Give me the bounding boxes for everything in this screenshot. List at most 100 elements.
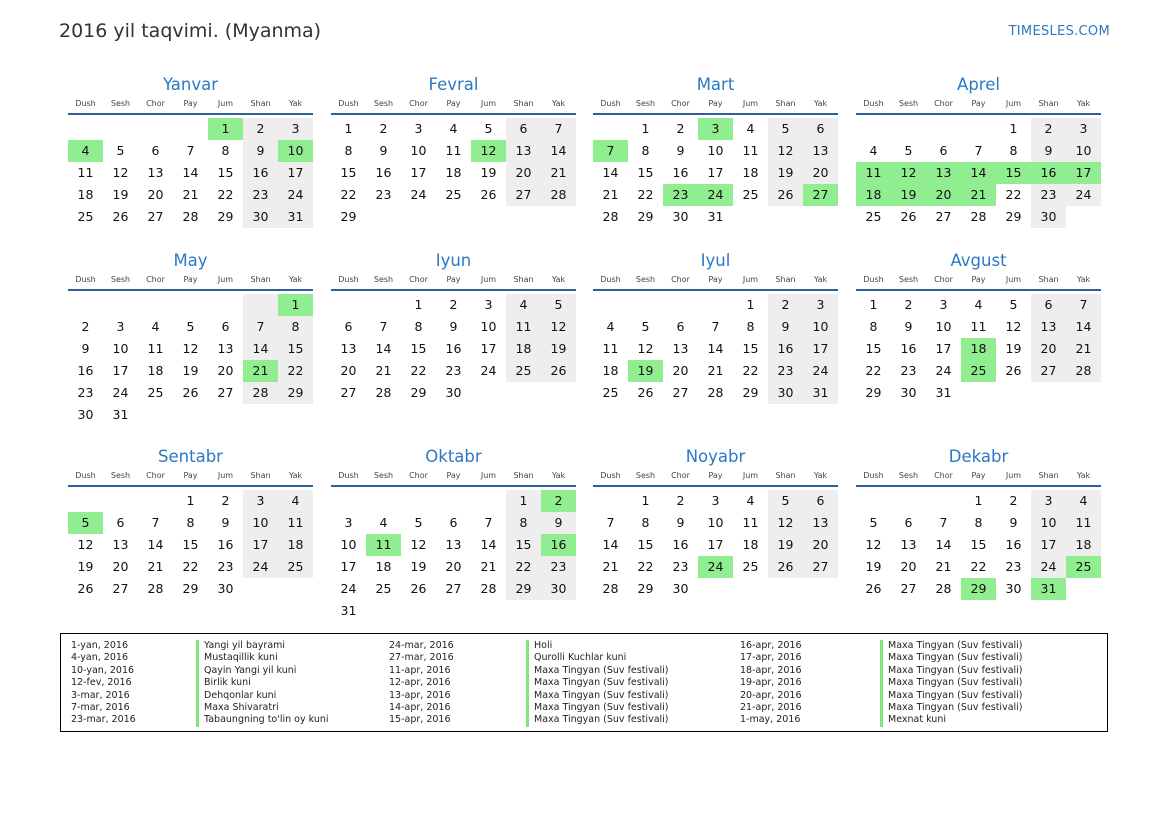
- holiday-day-cell: 18: [961, 338, 996, 360]
- weekday-label: Yak: [288, 275, 303, 284]
- weekday-label: Shan: [775, 99, 796, 108]
- day-cell: 16: [672, 537, 689, 552]
- empty-day-cell: [366, 294, 401, 316]
- weekday-label: Sesh: [373, 99, 394, 108]
- month-name: Sentabr: [158, 447, 223, 466]
- day-cell: 11: [970, 319, 987, 334]
- day-cell: 14: [1066, 316, 1101, 338]
- month-name: Aprel: [957, 75, 1000, 94]
- day-cell: 1: [974, 493, 983, 508]
- weekday-label: Chor: [671, 99, 690, 108]
- legend-holiday-name: Maxa Tingyan (Suv festivali): [526, 702, 669, 715]
- day-cell: 16: [217, 537, 234, 552]
- page-title: 2016 yil taqvimi. (Myanma): [59, 20, 322, 42]
- day-cell: 14: [602, 537, 619, 552]
- empty-day-cell: [733, 206, 768, 228]
- day-cell: 19: [768, 534, 803, 556]
- day-cell: 1: [414, 297, 423, 312]
- day-cell: 2: [243, 118, 278, 140]
- empty-day-cell: [401, 206, 436, 228]
- day-cell: 27: [935, 209, 952, 224]
- day-cell: 5: [768, 118, 803, 140]
- weekday-label: Chor: [409, 471, 428, 480]
- day-cell: 30: [77, 407, 94, 422]
- empty-day-cell: [856, 490, 891, 512]
- day-cell: 31: [278, 206, 313, 228]
- day-cell: 31: [935, 385, 952, 400]
- holiday-day-cell: 11: [856, 162, 891, 184]
- holiday-day-cell: 16: [541, 534, 576, 556]
- day-cell: 14: [602, 165, 619, 180]
- day-cell: 7: [379, 319, 388, 334]
- empty-day-cell: [961, 118, 996, 140]
- legend-holiday-name: Maxa Tingyan (Suv festivali): [880, 677, 1023, 690]
- day-cell: 24: [112, 385, 129, 400]
- weekday-label: Shan: [775, 275, 796, 284]
- day-cell: 3: [116, 319, 125, 334]
- day-cell: 28: [243, 382, 278, 404]
- day-cell: 18: [278, 534, 313, 556]
- day-cell: 27: [217, 385, 234, 400]
- day-cell: 8: [641, 515, 650, 530]
- weekday-label: Chor: [146, 99, 165, 108]
- weekday-label: Pay: [708, 471, 723, 480]
- month-may: May Dush Sesh Chor Pay Jum Shan Yak 1 2 3 4 5 6 7 8 9 10 1…: [68, 249, 313, 426]
- day-cell: 15: [410, 341, 427, 356]
- weekday-label: Sesh: [898, 275, 919, 284]
- day-cell: 28: [970, 209, 987, 224]
- day-cell: 24: [340, 581, 357, 596]
- holiday-day-cell: 29: [961, 578, 996, 600]
- day-grid: 1 2 3 4 5 6 7 8 9 10 11 12 13 14 15 16 17 18 19 20 21 22 23 24 2…: [68, 291, 313, 426]
- day-cell: 23: [375, 187, 392, 202]
- day-cell: 8: [1009, 143, 1018, 158]
- weekday-label: Jum: [1005, 99, 1022, 108]
- day-cell: 26: [182, 385, 199, 400]
- day-cell: 30: [900, 385, 917, 400]
- holiday-day-cell: 24: [698, 556, 733, 578]
- month-iyun: Iyun Dush Sesh Chor Pay Jum Shan Yak 1 2 3 4 5 6 7 8 9 10…: [331, 249, 576, 404]
- day-cell: 6: [1031, 294, 1066, 316]
- legend-date: 20-apr, 2016: [740, 689, 802, 701]
- day-cell: 9: [1009, 515, 1018, 530]
- day-cell: 22: [637, 187, 654, 202]
- day-cell: 15: [637, 165, 654, 180]
- day-cell: 4: [506, 294, 541, 316]
- day-cell: 11: [445, 143, 462, 158]
- day-cell: 25: [865, 209, 882, 224]
- month-avgust: Avgust Dush Sesh Chor Pay Jum Shan Yak 1 2 3 4 5 6 7 8 9…: [856, 249, 1101, 404]
- day-cell: 23: [541, 556, 576, 578]
- day-cell: 27: [506, 184, 541, 206]
- day-cell: 6: [803, 490, 838, 512]
- day-cell: 13: [445, 537, 462, 552]
- day-cell: 17: [707, 537, 724, 552]
- site-brand-link[interactable]: TIMESLES.COM: [1008, 24, 1110, 39]
- empty-day-cell: [506, 206, 541, 228]
- day-cell: 28: [707, 385, 724, 400]
- day-cell: 12: [410, 537, 427, 552]
- day-cell: 13: [803, 140, 838, 162]
- weekday-header: Dush Sesh Chor Pay Jum Shan Yak: [68, 469, 313, 487]
- day-cell: 29: [742, 385, 759, 400]
- day-cell: 18: [742, 165, 759, 180]
- day-cell: 13: [112, 537, 129, 552]
- day-cell: 22: [410, 363, 427, 378]
- day-cell: 3: [243, 490, 278, 512]
- day-cell: 30: [541, 578, 576, 600]
- legend-date: 12-apr, 2016: [389, 677, 451, 689]
- weekday-label: Chor: [146, 471, 165, 480]
- weekday-label: Shan: [513, 471, 534, 480]
- day-cell: 1: [746, 297, 755, 312]
- weekday-label: Jum: [480, 471, 497, 480]
- weekday-header: Dush Sesh Chor Pay Jum Shan Yak: [331, 273, 576, 291]
- weekday-label: Shan: [1038, 275, 1059, 284]
- day-cell: 25: [77, 209, 94, 224]
- day-cell: 30: [243, 206, 278, 228]
- day-cell: 5: [641, 319, 650, 334]
- day-cell: 5: [904, 143, 913, 158]
- empty-day-cell: [663, 294, 698, 316]
- day-cell: 4: [379, 515, 388, 530]
- empty-day-cell: [103, 294, 138, 316]
- day-cell: 4: [449, 121, 458, 136]
- holiday-day-cell: 4: [68, 140, 103, 162]
- day-cell: 9: [676, 143, 685, 158]
